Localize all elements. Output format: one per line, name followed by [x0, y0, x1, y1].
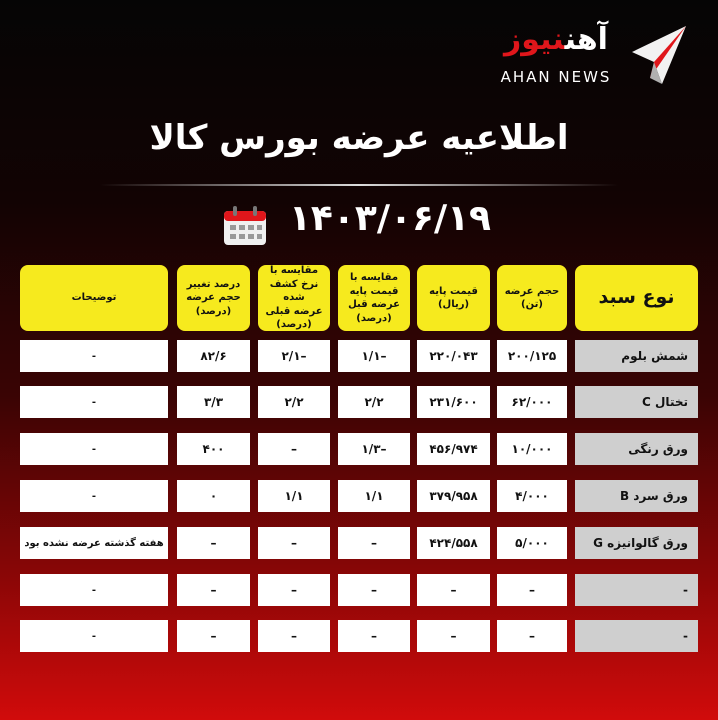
header-line: قیمت پایه — [429, 285, 478, 297]
header-line: (درصد) — [195, 305, 232, 317]
table-cell: ورق رنگی — [575, 433, 698, 465]
title: اطلاعیه عرضه بورس کالا — [149, 118, 569, 158]
table-cell: – — [417, 620, 490, 652]
header-line: (ریال) — [437, 299, 470, 310]
table-cell: تختال C — [575, 386, 698, 418]
calendar-icon — [224, 206, 266, 245]
header-line: مقایسه با — [349, 272, 399, 283]
header-line: نرخ کشف شده — [269, 278, 319, 304]
table-cell: – — [497, 620, 567, 652]
table-cell: - — [20, 480, 168, 512]
header-cell: مقایسه با قیمت پایه عرضه قبل (درصد) — [338, 265, 410, 331]
logo-text: آهننیوز — [486, 22, 626, 57]
logo-latin: AHAN NEWS — [500, 68, 612, 86]
table-cell: ۴۰۰ — [177, 433, 250, 465]
table-cell: ۲/۲ — [258, 386, 330, 418]
table-cell: – — [177, 574, 250, 606]
table-cell: –۲/۱ — [258, 340, 330, 372]
table-cell: ۵/۰۰۰ — [497, 527, 567, 559]
header-cell: درصد تغییر حجم عرضه (درصد) — [177, 265, 250, 331]
table-cell: ۴/۰۰۰ — [497, 480, 567, 512]
table-cell: - — [20, 574, 168, 606]
table-cell: - — [20, 433, 168, 465]
table-cell: – — [417, 574, 490, 606]
header-line: نوع سبد — [598, 286, 675, 309]
table-cell: ۳/۳ — [177, 386, 250, 418]
table-cell: ۶۲/۰۰۰ — [497, 386, 567, 418]
table-cell: ۳۷۹/۹۵۸ — [417, 480, 490, 512]
table-cell: – — [258, 433, 330, 465]
header-line: عرضه قبل — [348, 299, 400, 310]
table-cell: ۲/۲ — [338, 386, 410, 418]
header-line: قیمت پایه — [349, 285, 399, 297]
header-cell: قیمت پایه (ریال) — [417, 265, 490, 331]
table-cell: ۱۰/۰۰۰ — [497, 433, 567, 465]
table-cell: ورق سرد B — [575, 480, 698, 512]
table-cell: ۲۲۰/۰۴۳ — [417, 340, 490, 372]
header-cell: توضیحات — [20, 265, 168, 331]
table-cell: ۴۲۴/۵۵۸ — [417, 527, 490, 559]
table-cell: ۰ — [177, 480, 250, 512]
table-cell: ۱/۱ — [338, 480, 410, 512]
logo-icon — [632, 26, 686, 84]
table-cell: – — [497, 574, 567, 606]
table-cell: ورق گالوانیزه G — [575, 527, 698, 559]
header-line: (درصد) — [356, 312, 392, 324]
table-cell: – — [177, 527, 250, 559]
table-cell: - — [20, 620, 168, 652]
table-cell: – — [258, 527, 330, 559]
table-cell: ۲۳۱/۶۰۰ — [417, 386, 490, 418]
header-line: حجم عرضه — [504, 285, 560, 297]
header-line: توضیحات — [71, 292, 117, 304]
table-cell: – — [258, 574, 330, 606]
table-cell: - — [20, 386, 168, 418]
table-cell: – — [177, 620, 250, 652]
table-cell: ۲۰۰/۱۲۵ — [497, 340, 567, 372]
table-cell: هفته گذشته عرضه نشده بود — [20, 527, 168, 559]
table-cell: - — [575, 620, 698, 652]
table-cell: – — [338, 620, 410, 652]
header-cell: نوع سبد — [575, 265, 698, 331]
logo-word: نیوز — [504, 22, 565, 57]
table-cell: ۸۲/۶ — [177, 340, 250, 372]
table-cell: –۱/۱ — [338, 340, 410, 372]
logo-word: آهن — [564, 22, 608, 57]
table-cell: ۱/۱ — [258, 480, 330, 512]
header-cell: مقایسه با نرخ کشف شده عرضه قبلی (درصد) — [258, 265, 330, 331]
table-cell: ۴۵۶/۹۷۴ — [417, 433, 490, 465]
table-cell: – — [338, 574, 410, 606]
header-line: عرضه قبلی — [265, 305, 323, 317]
table-cell: شمش بلوم — [575, 340, 698, 372]
table-cell: – — [258, 620, 330, 652]
date: ۱۴۰۳/۰۶/۱۹ — [288, 198, 492, 239]
header-line: (تن) — [521, 299, 543, 310]
header-cell: حجم عرضه (تن) — [497, 265, 567, 331]
header-line: درصد تغییر — [186, 278, 241, 290]
header-line: مقایسه با — [269, 265, 319, 277]
table-cell: - — [575, 574, 698, 606]
table-cell: –۱/۳ — [338, 433, 410, 465]
header-line: (درصد) — [276, 319, 312, 331]
table-cell: - — [20, 340, 168, 372]
header-line: حجم عرضه — [186, 292, 241, 304]
table-cell: – — [338, 527, 410, 559]
divider — [100, 184, 618, 186]
